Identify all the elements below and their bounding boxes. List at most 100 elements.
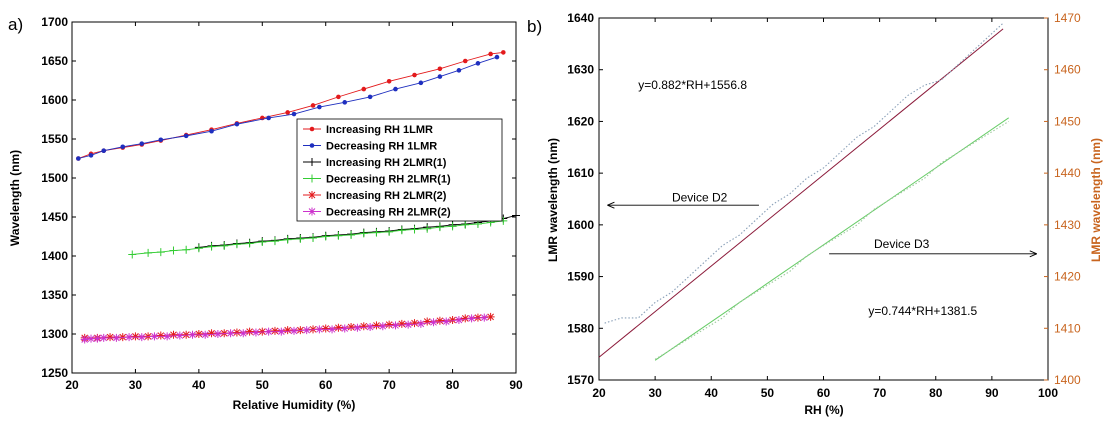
measured-trace-3 — [654, 120, 1010, 360]
x-tick-label: 40 — [705, 386, 719, 400]
data-point — [512, 211, 520, 220]
y-tick-label-right: 1460 — [1054, 63, 1081, 77]
data-point — [207, 242, 216, 251]
data-point — [340, 324, 349, 333]
panel-a-y-label: Wavelength (nm) — [8, 150, 22, 246]
x-tick-label: 70 — [873, 386, 887, 400]
data-point — [137, 333, 146, 342]
data-point — [80, 335, 89, 344]
data-point — [76, 156, 81, 161]
panel-a-label: a) — [8, 15, 23, 34]
data-point — [232, 240, 241, 249]
series-line — [78, 51, 504, 159]
y-tick-label: 1450 — [41, 210, 68, 224]
x-tick-label: 90 — [509, 378, 523, 392]
panel-a-axes-box — [71, 21, 517, 374]
data-point — [372, 228, 381, 237]
legend-entry: Increasing RH 2LMR(2) — [326, 190, 447, 202]
data-point — [163, 332, 172, 341]
data-point — [397, 319, 406, 328]
data-point — [251, 328, 260, 337]
data-point — [120, 144, 126, 150]
panel-a-y-ticks: 1250 1300 1350 1400 1450 1500 1550 1600 1650 1700 — [41, 15, 516, 380]
series-3 — [128, 216, 508, 259]
data-point — [437, 66, 443, 72]
y-tick-label-left: 1620 — [567, 114, 594, 128]
data-point — [437, 74, 443, 79]
legend-box — [296, 118, 503, 222]
data-point — [404, 320, 413, 329]
panel-b-y-ticks-right: 1400 1410 1420 1430 1440 1450 1460 1470 — [1044, 11, 1081, 387]
data-point — [412, 72, 417, 78]
y-tick-label-left: 1610 — [567, 166, 594, 180]
data-point — [213, 330, 222, 338]
data-point — [366, 322, 375, 331]
data-point — [131, 332, 140, 341]
data-point — [309, 126, 315, 132]
data-point — [321, 324, 330, 333]
data-point — [359, 322, 368, 331]
data-point — [353, 323, 362, 332]
series-line — [84, 317, 485, 340]
data-point — [429, 318, 438, 327]
data-point — [194, 330, 203, 338]
x-tick-label: 40 — [192, 378, 206, 392]
data-point — [209, 128, 214, 134]
data-point — [462, 58, 468, 64]
data-point — [309, 143, 315, 148]
annotation-text: y=0.744*RH+1381.5 — [868, 304, 977, 318]
data-point — [158, 137, 164, 143]
data-point — [220, 241, 229, 250]
data-point — [475, 61, 481, 66]
x-tick-label: 70 — [382, 378, 396, 392]
y-tick-label: 1250 — [41, 366, 68, 380]
y-tick-label: 1650 — [41, 54, 68, 68]
x-tick-label: 100 — [1038, 386, 1058, 400]
data-point — [486, 312, 495, 321]
y-tick-label-right: 1430 — [1054, 218, 1081, 232]
data-point — [336, 94, 341, 100]
y-tick-label: 1500 — [41, 171, 68, 185]
data-point — [372, 321, 381, 330]
panel-b-y-ticks-left: 1570 1580 1590 1600 1610 1620 1630 1640 — [567, 11, 603, 387]
data-point — [93, 334, 102, 343]
y-tick-label-left: 1630 — [567, 63, 594, 77]
data-point — [144, 248, 153, 257]
data-point — [291, 111, 297, 117]
data-point — [207, 329, 216, 338]
data-point — [87, 334, 96, 343]
y-tick-label-left: 1580 — [567, 321, 594, 335]
data-point — [302, 326, 311, 335]
panel-b-annotations: y=0.882*RH+1556.8 Device D2 Device D3 y=0.7… — [607, 78, 1037, 318]
data-point — [232, 328, 241, 337]
data-point — [188, 330, 197, 339]
data-point — [169, 246, 178, 255]
y-tick-label: 1600 — [41, 93, 68, 107]
panel-b-x-ticks: 20 30 40 50 60 70 80 90 100 — [592, 18, 1058, 400]
data-point — [315, 325, 324, 334]
data-point — [245, 327, 254, 336]
panel-a-x-label: Relative Humidity (%) — [233, 398, 356, 412]
data-point — [175, 331, 184, 340]
data-point — [156, 331, 165, 340]
data-point — [423, 224, 432, 233]
panel-a-series — [76, 50, 520, 344]
data-point — [418, 80, 424, 86]
y-tick-label-right: 1440 — [1054, 166, 1081, 180]
data-point — [423, 317, 432, 326]
data-point — [334, 231, 343, 240]
series-1 — [76, 54, 500, 161]
data-point — [226, 329, 235, 338]
data-point — [480, 313, 489, 322]
data-point — [494, 54, 500, 60]
data-point — [385, 320, 394, 329]
data-point — [182, 245, 191, 254]
data-point — [416, 319, 425, 328]
data-point — [378, 322, 387, 331]
y-tick-label-right: 1420 — [1054, 270, 1081, 284]
data-point — [309, 234, 318, 243]
data-point — [169, 330, 178, 339]
data-point — [454, 315, 463, 324]
data-point — [385, 227, 394, 236]
data-point — [183, 133, 189, 139]
